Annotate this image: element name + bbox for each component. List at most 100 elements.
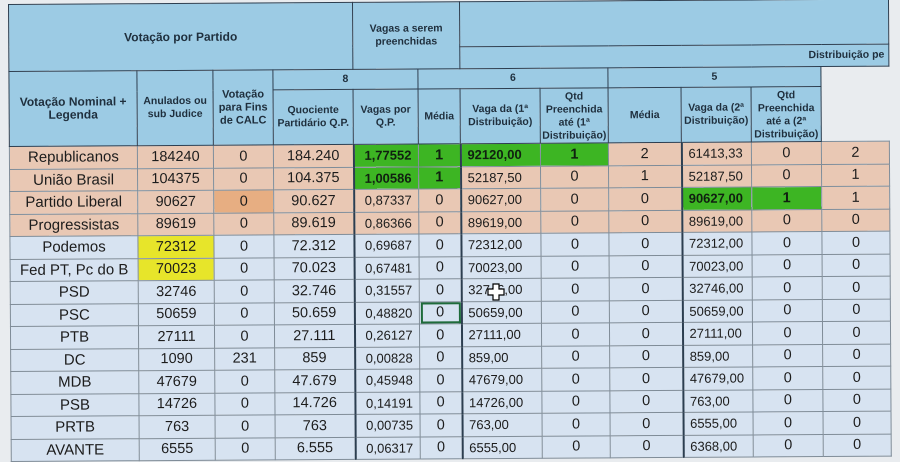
cell-media2[interactable]: 89619,00 [681,209,752,233]
cell-vaga2[interactable]: 0 [753,434,824,457]
cell-media1[interactable]: 90627,00 [460,188,541,212]
header-dist1-count[interactable]: 6 [417,67,609,89]
cell-media1[interactable]: 70023,00 [461,255,542,279]
cell-anulados[interactable]: 0 [214,392,276,416]
cell-preenchida1[interactable]: 0 [608,209,682,233]
cell-media2[interactable]: 50659,00 [682,299,753,323]
cell-nominal[interactable]: 763 [139,415,216,439]
cell-preenchida1[interactable]: 0 [610,412,684,436]
cell-calc[interactable]: 89.619 [273,211,354,235]
cell-calc[interactable]: 72.312 [273,234,355,258]
cell-qp[interactable]: 0,26127 [354,323,420,347]
cell-vagas-qp[interactable]: 1 [418,166,461,189]
cell-preenchida1[interactable]: 0 [609,322,683,346]
cell-vagas-qp[interactable]: 0 [419,346,462,369]
cell-media1[interactable]: 27111,00 [461,323,542,347]
cell-calc[interactable]: 859 [274,346,355,370]
cell-nominal[interactable]: 90627 [137,190,214,214]
cell-calc[interactable]: 763 [275,414,356,438]
cell-qp[interactable]: 0,14191 [354,391,421,415]
header-votacao-fins[interactable]: Votação para Fins de CALC [212,69,274,146]
cell-nominal[interactable]: 89619 [137,212,214,236]
cell-nominal[interactable]: 184240 [137,145,214,169]
cell-partido[interactable]: União Brasil [9,168,138,192]
cell-qp[interactable]: 1,00586 [353,166,419,190]
header-vagas-a-serem[interactable]: Vagas a serem preenchidas [352,1,460,70]
cell-calc[interactable]: 70.023 [274,256,355,280]
header-media2[interactable]: Média [608,87,682,143]
cell-preenchida1[interactable]: 1 [608,164,682,188]
cell-partido[interactable]: Podemos [9,235,139,259]
cell-partido[interactable]: Fed PT, Pc do B [10,258,139,282]
header-preenchida1[interactable]: Qtd Preenchida até (1ª Distribuição) [540,87,609,144]
cell-anulados[interactable]: 0 [215,437,276,461]
cell-media1[interactable]: 859,00 [461,345,542,369]
cell-preenchida1[interactable]: 0 [609,389,684,413]
cell-partido[interactable]: PSB [10,393,140,417]
cell-preenchida1[interactable]: 0 [609,277,683,301]
cell-vagas-qp[interactable]: 0 [419,368,462,392]
cell-qp[interactable]: 0,69687 [353,233,420,257]
cell-media2[interactable]: 52187,50 [681,164,752,188]
cell-vaga2[interactable]: 0 [752,366,823,390]
cell-calc[interactable]: 104.375 [273,166,354,190]
cell-partido[interactable]: PTB [10,325,139,349]
cell-qp[interactable]: 0,06317 [355,436,421,460]
cell-vaga1[interactable]: 0 [541,300,610,324]
cell-partido[interactable]: Republicanos [9,145,138,169]
cell-calc[interactable]: 6.555 [275,436,356,460]
cell-anulados[interactable]: 0 [213,167,274,191]
cell-partido[interactable]: AVANTE [11,438,140,462]
cell-nominal[interactable]: 47679 [138,370,215,394]
cell-anulados[interactable]: 0 [215,414,276,438]
cell-qp[interactable]: 0,48820 [354,301,420,325]
cell-preenchida2[interactable]: 0 [823,433,892,457]
cell-preenchida1[interactable]: 0 [609,344,683,368]
cell-anulados[interactable]: 0 [214,302,275,326]
cell-vaga1[interactable]: 0 [541,345,610,369]
header-vagas-count[interactable]: 8 [272,68,419,90]
cell-qp[interactable]: 0,87337 [353,188,419,212]
cell-vagas-qp[interactable]: 0 [418,233,462,257]
cell-preenchida2[interactable]: 2 [821,141,890,165]
cell-vaga2[interactable]: 0 [753,411,824,435]
cell-preenchida2[interactable]: 0 [823,411,892,435]
cell-media1[interactable]: 47679,00 [461,368,542,392]
cell-vaga2[interactable]: 1 [751,186,822,210]
cell-partido[interactable]: Progressistas [9,213,138,237]
cell-calc[interactable]: 27.111 [274,324,355,348]
cell-preenchida1[interactable]: 2 [608,142,682,166]
cell-media2[interactable]: 90627,00 [681,186,752,210]
cell-qp[interactable]: 0,00828 [354,346,420,370]
cell-partido[interactable]: PRTB [11,415,140,439]
cell-vaga2[interactable]: 0 [752,299,823,322]
cell-vaga2[interactable]: 0 [752,389,824,412]
cell-preenchida2[interactable]: 0 [822,253,891,277]
header-quociente[interactable]: Quociente Partidário Q.P. [273,89,354,145]
cell-media1[interactable]: 50659,00 [461,300,542,324]
cell-vaga2[interactable]: 0 [752,276,823,300]
cell-anulados[interactable]: 0 [213,234,275,258]
cell-vaga2[interactable]: 0 [751,231,823,255]
cell-preenchida1[interactable]: 0 [609,367,683,391]
cell-anulados[interactable]: 0 [214,279,275,303]
header-vaga2[interactable]: Vaga da (2ª Distribuição) [681,86,752,143]
cell-qp[interactable]: 0,45948 [354,368,420,392]
cell-vagas-qp[interactable]: 0 [419,301,462,324]
cell-vaga1[interactable]: 0 [541,255,610,279]
cell-media2[interactable]: 6555,00 [683,411,754,435]
cell-vaga1[interactable]: 1 [540,142,609,166]
cell-anulados[interactable]: 0 [214,369,275,393]
cell-vagas-qp[interactable]: 0 [418,211,461,234]
cell-media1[interactable]: 763,00 [462,413,543,437]
cell-anulados[interactable]: 0 [214,324,275,348]
cell-qp[interactable]: 0,31557 [354,278,420,302]
cell-preenchida1[interactable]: 0 [609,254,683,278]
cell-vaga1[interactable]: 0 [542,435,611,459]
cell-anulados[interactable]: 0 [213,212,274,236]
cell-media1[interactable]: 6555,00 [462,435,543,459]
cell-anulados[interactable]: 0 [213,189,274,213]
cell-anulados[interactable]: 0 [213,144,274,168]
cell-preenchida2[interactable]: 1 [821,186,890,210]
cell-nominal[interactable]: 72312 [137,235,215,259]
